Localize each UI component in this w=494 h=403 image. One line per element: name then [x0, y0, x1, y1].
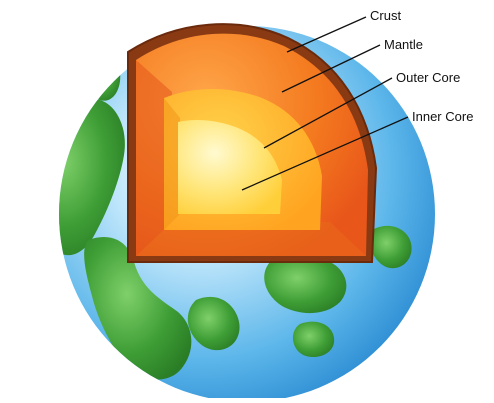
- crust-label: Crust: [370, 8, 401, 23]
- mantle-side-face: [136, 60, 172, 256]
- crust-leader-line: [286, 16, 367, 53]
- outer-core-leader-line: [263, 77, 393, 149]
- mantle-floor-face: [136, 222, 366, 256]
- inner-core-layer: [178, 120, 282, 214]
- mantle-leader-line: [281, 44, 381, 93]
- cutaway-wedge: [127, 23, 378, 263]
- inner-core-label: Inner Core: [412, 109, 473, 124]
- inner-core-leader-line: [241, 116, 409, 191]
- leader-lines: [241, 16, 409, 191]
- mantle-label: Mantle: [384, 37, 423, 52]
- outer-core-side-face: [164, 98, 180, 230]
- outer-core-label: Outer Core: [396, 70, 460, 85]
